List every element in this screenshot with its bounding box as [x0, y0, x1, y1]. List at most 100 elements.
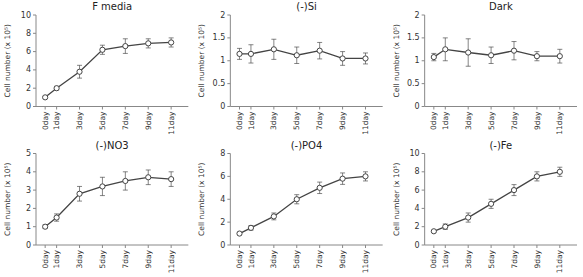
x-tick-label: 1day [247, 111, 256, 130]
y-axis-label: Cell number (x 10⁵) [3, 24, 12, 97]
point-marker [534, 174, 539, 179]
x-tick [45, 245, 46, 248]
plot-area [431, 38, 562, 66]
error-bar [169, 38, 174, 47]
y-tick-label: 1 [220, 56, 225, 65]
point-marker [146, 175, 151, 180]
y-tick-label: 0 [415, 241, 420, 250]
x-tick-label: 9day [144, 111, 153, 130]
x-tick [239, 107, 240, 110]
x-tick-label: 1day [247, 249, 256, 268]
x-tick-label: 0day [235, 111, 244, 130]
point-marker [54, 86, 59, 91]
x-tick-label: 11day [555, 249, 564, 273]
y-tick [422, 37, 425, 38]
y-tick-label: 2 [415, 222, 420, 231]
point-marker [511, 188, 516, 193]
x-tick [445, 245, 446, 248]
error-bar [294, 47, 299, 63]
error-bar [489, 199, 494, 208]
y-axis-line [36, 154, 37, 246]
error-bar [512, 42, 517, 60]
error-bar [557, 49, 562, 63]
y-tick-label: 0 [220, 102, 225, 111]
point-marker [557, 54, 562, 59]
plot-area [237, 172, 368, 236]
x-axis-line [36, 106, 188, 107]
point-marker [100, 184, 105, 189]
y-tick-label: 8 [26, 29, 31, 38]
x-tick [536, 245, 537, 248]
x-tick [125, 245, 126, 248]
y-tick [422, 226, 425, 227]
x-tick [468, 107, 469, 110]
y-tick-label: 1 [415, 56, 420, 65]
x-tick [273, 245, 274, 248]
y-tick-label: 0.5 [407, 79, 420, 88]
subplot-title: Dark [489, 1, 513, 12]
error-bar [443, 224, 448, 229]
error-bar [77, 186, 82, 201]
point-marker [271, 214, 276, 219]
subplot-title: (-)Fe [489, 140, 512, 151]
error-bar [317, 182, 322, 193]
y-axis-label: Cell number (x 10⁵) [3, 163, 12, 236]
x-tick-label: 0day [235, 249, 244, 268]
error-bar [363, 172, 368, 181]
x-tick-label: 11day [361, 249, 370, 273]
x-tick-label: 11day [361, 111, 370, 135]
point-marker [363, 174, 368, 179]
point-marker [237, 51, 242, 56]
point-marker [43, 95, 48, 100]
error-bar [340, 52, 345, 66]
x-tick-label: 11day [167, 249, 176, 273]
error-bar [43, 225, 48, 229]
x-tick-label: 5day [98, 111, 107, 130]
x-tick-label: 9day [533, 111, 542, 130]
x-tick-label: 9day [533, 249, 542, 268]
y-tick [33, 51, 36, 52]
y-tick [227, 60, 230, 61]
x-tick-label: 11day [555, 111, 564, 135]
y-tick-label: 2 [220, 11, 225, 20]
x-tick [273, 107, 274, 110]
y-tick-label: 3 [26, 186, 31, 195]
y-tick-label: 6 [26, 47, 31, 56]
x-tick [319, 245, 320, 248]
y-tick-label: 8 [415, 167, 420, 176]
x-tick [56, 245, 57, 248]
y-tick [422, 153, 425, 154]
y-tick [422, 60, 425, 61]
point-marker [169, 177, 174, 182]
x-tick [365, 107, 366, 110]
subplot: 024680day1day3day5day7day9day11day(-)PO4… [197, 140, 382, 274]
error-bar [534, 52, 539, 61]
x-tick [102, 245, 103, 248]
x-tick-label: 7day [315, 111, 324, 130]
point-marker [54, 215, 59, 220]
x-axis-line [36, 245, 188, 246]
y-tick-label: 0 [26, 241, 31, 250]
error-bar [340, 173, 345, 184]
y-tick-label: 0.5 [213, 79, 226, 88]
subplot: 00.511.520day1day3day5day7day9day11day(-… [197, 1, 382, 135]
error-bar [431, 53, 436, 60]
y-tick-label: 4 [26, 65, 31, 74]
y-tick [422, 190, 425, 191]
error-bar [100, 45, 105, 54]
error-bar [237, 48, 242, 59]
x-axis-line [425, 245, 577, 246]
point-marker [511, 48, 516, 53]
y-tick-label: 10 [21, 11, 31, 20]
x-tick [445, 107, 446, 110]
point-marker [100, 47, 105, 52]
x-tick-label: 1day [441, 249, 450, 268]
x-tick-label: 7day [510, 111, 519, 130]
y-tick [33, 88, 36, 89]
plot-area [43, 170, 174, 229]
x-tick-label: 7day [121, 249, 130, 268]
point-marker [294, 53, 299, 58]
x-tick-label: 1day [441, 111, 450, 130]
x-tick [296, 107, 297, 110]
y-tick [422, 245, 425, 246]
